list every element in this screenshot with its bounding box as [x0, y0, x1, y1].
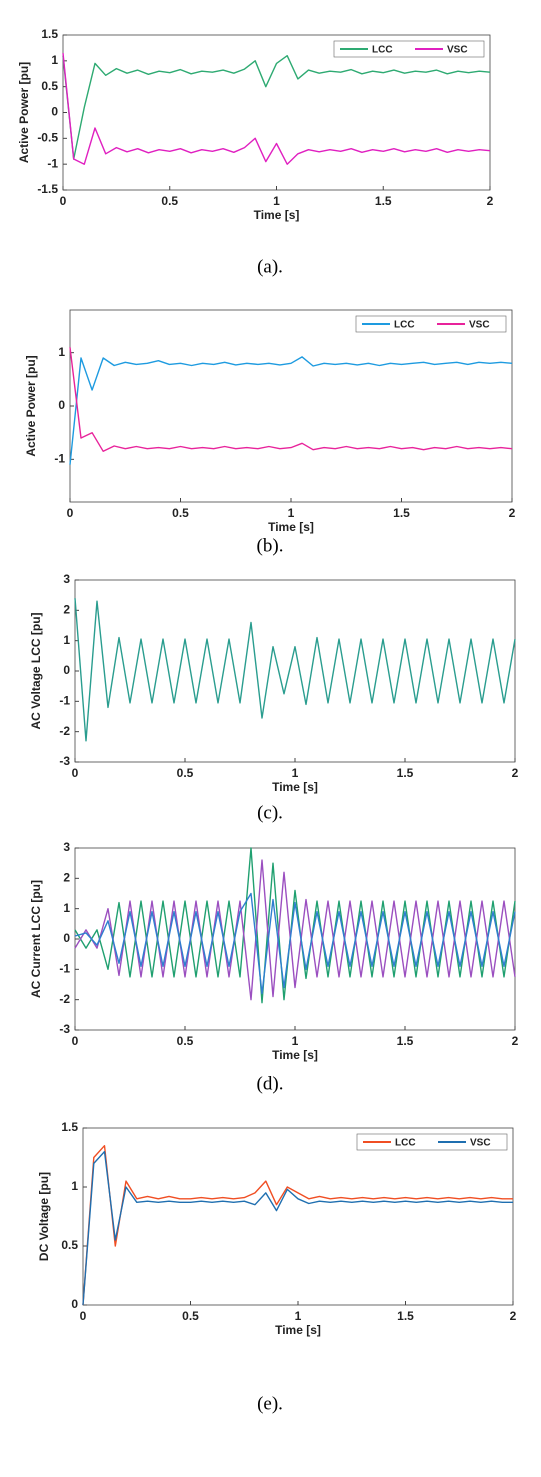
x-tick-label: 0 — [72, 766, 79, 780]
y-tick-label: 3 — [63, 572, 70, 586]
y-tick-label: 0 — [58, 398, 65, 412]
legend-label: VSC — [470, 1138, 491, 1149]
caption: (b). — [257, 535, 284, 556]
x-tick-label: 2 — [509, 506, 516, 520]
x-tick-label: 1 — [292, 1034, 299, 1048]
x-tick-label: 0.5 — [177, 1034, 194, 1048]
chart: -1.5 -1 -0.5 0 0.5 1 1.5 0 0.5 1 1.5 2 Time [s] Activ… — [17, 27, 493, 277]
legend-label: LCC — [394, 320, 415, 331]
legend-label: LCC — [372, 45, 393, 56]
x-tick-label: 2 — [510, 1309, 517, 1323]
y-tick-label: 0.5 — [41, 79, 58, 93]
chart: 0 0.5 1 1.5 0 0.5 1 1.5 2 Time [s] DC Voltage [pu]… — [37, 1120, 516, 1414]
y-tick-label: -2 — [59, 992, 70, 1006]
y-tick-label: 2 — [63, 603, 70, 617]
caption: (c). — [257, 802, 283, 823]
y-tick-label: -3 — [59, 1022, 70, 1036]
y-tick-label: 1 — [58, 345, 65, 359]
legend-box — [355, 315, 507, 333]
chart: -1 0 1 0 0.5 1 1.5 2 Time [s] Active Power [pu] (b… — [24, 309, 516, 556]
x-tick-label: 1 — [292, 766, 299, 780]
x-tick-label: 0.5 — [172, 506, 189, 520]
plot-area — [74, 847, 516, 1031]
y-tick-label: 0 — [51, 105, 58, 119]
y-tick-label: 2 — [63, 871, 70, 885]
legend-box — [356, 1133, 508, 1151]
data-line — [69, 356, 513, 465]
x-tick-label: 2 — [512, 766, 519, 780]
data-line — [62, 53, 491, 165]
x-tick-label: 1.5 — [375, 194, 392, 208]
y-tick-label: -2 — [59, 724, 70, 738]
x-tick-label: 1 — [295, 1309, 302, 1323]
x-axis-label: Time [s] — [268, 520, 314, 534]
x-tick-label: 1 — [288, 506, 295, 520]
data-line — [74, 598, 516, 742]
y-axis-label: Active Power [pu] — [24, 355, 38, 456]
chart: -3 -2 -1 0 1 2 3 0 0.5 1 1.5 2 Time [s] AC Voltage LC… — [29, 572, 518, 823]
x-tick-label: 1.5 — [397, 1309, 414, 1323]
plot-area — [69, 309, 513, 503]
plot-area — [62, 34, 491, 191]
y-tick-label: -1.5 — [37, 182, 58, 196]
x-axis-label: Time [s] — [275, 1323, 321, 1337]
x-tick-label: 0 — [60, 194, 67, 208]
caption: (a). — [257, 256, 283, 277]
y-tick-label: 0 — [63, 663, 70, 677]
plot-area — [74, 579, 516, 763]
y-tick-label: 1 — [63, 633, 70, 647]
y-axis-label: AC Voltage LCC [pu] — [29, 612, 43, 729]
x-tick-label: 0 — [72, 1034, 79, 1048]
data-line — [62, 55, 491, 160]
y-tick-label: 0 — [71, 1297, 78, 1311]
legend-label: LCC — [395, 1138, 416, 1149]
x-tick-label: 2 — [512, 1034, 519, 1048]
y-axis-label: DC Voltage [pu] — [37, 1172, 51, 1261]
y-tick-label: -1 — [47, 156, 58, 170]
x-tick-label: 0.5 — [177, 766, 194, 780]
caption: (d). — [257, 1073, 284, 1094]
data-line — [82, 1150, 513, 1306]
x-tick-label: 1.5 — [393, 506, 410, 520]
y-tick-label: 3 — [63, 840, 70, 854]
data-line — [69, 347, 513, 452]
legend-box — [333, 40, 485, 58]
x-tick-label: 1.5 — [397, 1034, 414, 1048]
y-tick-label: 1 — [51, 53, 58, 67]
y-tick-label: 1 — [71, 1179, 78, 1193]
y-axis-label: Active Power [pu] — [17, 62, 31, 163]
y-tick-label: 0.5 — [61, 1238, 78, 1252]
y-tick-label: -1 — [59, 694, 70, 708]
plot-area — [82, 1127, 514, 1306]
y-tick-label: 1.5 — [41, 27, 58, 41]
y-axis-label: AC Current LCC [pu] — [29, 880, 43, 998]
caption: (e). — [257, 1393, 283, 1414]
legend-label: VSC — [447, 45, 468, 56]
y-tick-label: 0 — [63, 931, 70, 945]
x-tick-label: 1.5 — [397, 766, 414, 780]
y-tick-label: -1 — [54, 452, 65, 466]
x-tick-label: 1 — [273, 194, 280, 208]
chart: -3 -2 -1 0 1 2 3 0 0.5 1 1.5 2 Time [s] AC Current LC… — [29, 840, 518, 1094]
y-tick-label: 1 — [63, 901, 70, 915]
x-axis-label: Time [s] — [272, 1048, 318, 1062]
x-axis-label: Time [s] — [272, 780, 318, 794]
x-tick-label: 0.5 — [161, 194, 178, 208]
x-tick-label: 0.5 — [182, 1309, 199, 1323]
x-axis-label: Time [s] — [254, 208, 300, 222]
y-tick-label: -3 — [59, 754, 70, 768]
y-tick-label: -1 — [59, 962, 70, 976]
legend-label: VSC — [469, 320, 490, 331]
y-tick-label: -0.5 — [37, 131, 58, 145]
data-line — [82, 1145, 513, 1306]
data-line — [74, 892, 516, 995]
x-tick-label: 2 — [487, 194, 494, 208]
y-tick-label: 1.5 — [61, 1120, 78, 1134]
x-tick-label: 0 — [80, 1309, 87, 1323]
x-tick-label: 0 — [67, 506, 74, 520]
